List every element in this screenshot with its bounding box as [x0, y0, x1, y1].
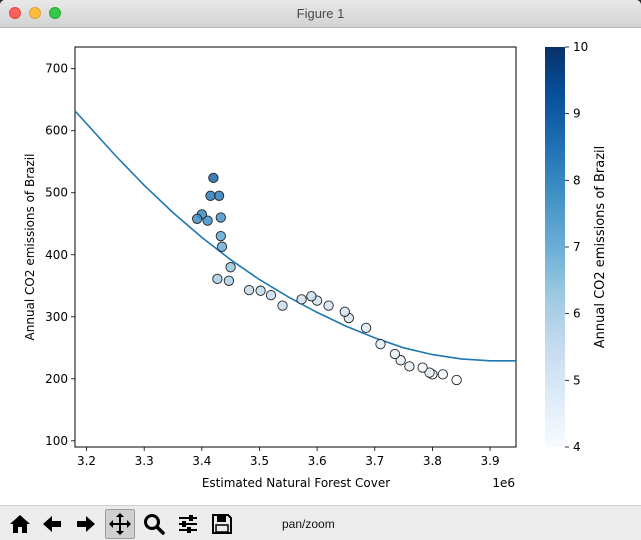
- scatter-point: [215, 230, 226, 242]
- sliders-icon: [179, 515, 197, 533]
- scatter-point: [451, 374, 462, 386]
- y-tick-label: 400: [45, 248, 68, 262]
- scatter-point: [306, 291, 317, 302]
- scatter-point: [212, 273, 223, 285]
- x-axis-offset-label: 1e6: [492, 476, 515, 490]
- x-tick-label: 3.5: [250, 454, 269, 468]
- window-title: Figure 1: [296, 6, 345, 21]
- y-tick-label: 100: [45, 434, 68, 448]
- scatter-points: [192, 172, 462, 386]
- scatter-point: [216, 241, 228, 252]
- x-tick-label: 3.7: [365, 454, 384, 468]
- scatter-point: [417, 362, 428, 373]
- scatter-point: [225, 262, 236, 273]
- colorbar-tick-label: 8: [573, 173, 581, 187]
- axes-frame: [74, 46, 517, 448]
- x-tick-label: 3.8: [423, 454, 442, 468]
- scatter-point: [265, 289, 277, 301]
- y-tick-label: 300: [45, 310, 68, 324]
- colorbar-label: Annual CO2 emissions of Brazil: [593, 146, 608, 349]
- plot-axes[interactable]: [74, 46, 517, 448]
- move-icon: [109, 513, 131, 535]
- colorbar: 4 5 6 7 8 9 10 Annual CO2 emissions of Brazil: [545, 40, 608, 454]
- colorbar-ticks: 4 5 6 7 8 9 10: [565, 40, 588, 454]
- x-tick-label: 3.3: [135, 454, 154, 468]
- navigation-toolbar: pan/zoom: [0, 505, 641, 540]
- save-figure-button[interactable]: [207, 509, 237, 539]
- colorbar-tick-label: 6: [573, 307, 581, 321]
- minimize-window-button[interactable]: [29, 7, 41, 19]
- y-tick-label: 200: [45, 372, 68, 386]
- colorbar-tick-label: 9: [573, 107, 581, 121]
- back-button[interactable]: [37, 509, 67, 539]
- title-bar[interactable]: Figure 1: [0, 0, 641, 28]
- pan-button[interactable]: [105, 509, 135, 539]
- fit-curve-layer: [74, 110, 516, 362]
- forward-button[interactable]: [71, 509, 101, 539]
- scatter-point: [339, 306, 350, 317]
- scatter-point: [389, 348, 401, 360]
- scatter-point: [215, 212, 226, 223]
- x-axis-ticks: 3.2 3.3 3.4 3.5 3.6 3.7 3.8 3.9: [77, 447, 500, 468]
- scatter-point: [255, 285, 266, 296]
- figure-canvas[interactable]: 3.2 3.3 3.4 3.5 3.6 3.7 3.8 3.9 100 200 300 400 500…: [0, 28, 641, 505]
- x-tick-label: 3.4: [192, 454, 211, 468]
- colorbar-tick-label: 5: [573, 373, 581, 387]
- zoom-window-button[interactable]: [49, 7, 61, 19]
- close-window-button[interactable]: [9, 7, 21, 19]
- scatter-point: [296, 294, 307, 305]
- scatter-point: [223, 275, 235, 286]
- scatter-point: [360, 322, 372, 334]
- scatter-point: [243, 284, 255, 296]
- magnifier-icon: [144, 514, 165, 535]
- colorbar-tick-label: 7: [573, 240, 581, 254]
- home-button[interactable]: [5, 509, 35, 539]
- x-tick-label: 3.6: [308, 454, 327, 468]
- x-axis-label: Estimated Natural Forest Cover: [202, 476, 390, 490]
- home-icon: [10, 515, 30, 533]
- y-tick-label: 500: [45, 186, 68, 200]
- scatter-point: [202, 215, 213, 226]
- configure-subplots-button[interactable]: [173, 509, 203, 539]
- scatter-point: [404, 361, 415, 372]
- x-tick-label: 3.2: [77, 454, 96, 468]
- scatter-point: [323, 300, 334, 311]
- arrow-right-icon: [77, 516, 95, 532]
- scatter-point: [395, 355, 406, 366]
- scatter-point: [208, 172, 219, 184]
- y-tick-label: 600: [45, 124, 68, 138]
- scatter-point: [205, 190, 216, 201]
- zoom-button[interactable]: [139, 509, 169, 539]
- scatter-point: [424, 367, 435, 378]
- scatter-point: [192, 213, 203, 224]
- y-tick-label: 700: [45, 62, 68, 76]
- scatter-point: [375, 338, 386, 350]
- arrow-left-icon: [43, 516, 61, 532]
- y-axis-ticks: 100 200 300 400 500 600 700: [45, 62, 75, 448]
- colorbar-tick-label: 4: [573, 440, 581, 454]
- colorbar-tick-label: 10: [573, 40, 588, 54]
- fit-curve: [74, 110, 516, 362]
- scatter-point: [213, 190, 225, 201]
- scatter-point: [437, 369, 448, 380]
- y-axis-label: Annual CO2 emissions of Brazil: [23, 154, 37, 341]
- x-tick-label: 3.9: [481, 454, 500, 468]
- colorbar-gradient: [545, 47, 565, 447]
- toolbar-mode-text: pan/zoom: [282, 517, 335, 531]
- scatter-point: [277, 300, 288, 311]
- floppy-disk-icon: [212, 514, 232, 534]
